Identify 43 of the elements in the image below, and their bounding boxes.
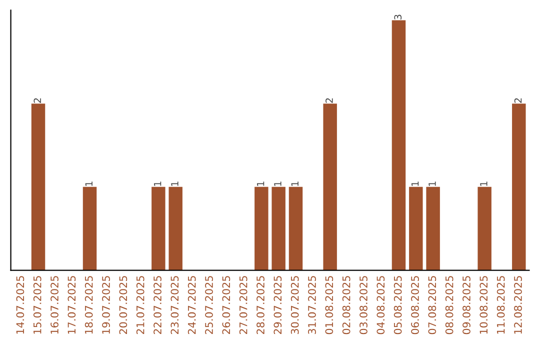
x-tick-label: 31.07.2025 (308, 276, 316, 334)
data-label: 3 (394, 14, 402, 20)
data-label: 1 (154, 182, 162, 186)
x-tick-label: 27.07.2025 (239, 276, 248, 334)
x-tick-label: 28.07.2025 (256, 276, 264, 334)
x-tick-label: 03.08.2025 (360, 276, 368, 334)
data-label: 2 (34, 98, 41, 103)
x-tick-label: 25.07.2025 (205, 276, 213, 334)
data-label: 1 (257, 182, 264, 186)
data-label: 1 (480, 182, 488, 186)
data-label: 2 (326, 98, 333, 103)
data-label: 1 (291, 182, 298, 186)
x-tick-label: 05.08.2025 (394, 276, 402, 334)
x-tick-label: 21.07.2025 (136, 276, 144, 334)
x-tick-label: 14.07.2025 (16, 276, 24, 334)
x-tick-label: 04.08.2025 (376, 276, 385, 334)
x-tick-label: 06.08.2025 (411, 276, 419, 334)
x-tick-label: 10.08.2025 (480, 276, 488, 334)
x-tick-label: 02.08.2025 (342, 276, 350, 334)
data-label: 1 (428, 182, 436, 186)
x-tick-label: 18.07.2025 (84, 276, 93, 334)
x-tick-label: 19.07.2025 (102, 276, 110, 334)
x-tick-label: 26.07.2025 (222, 276, 230, 334)
x-tick-label: 20.07.2025 (119, 276, 128, 334)
x-tick-label: 16.07.2025 (50, 276, 58, 334)
data-label: 1 (171, 182, 178, 186)
x-tick-label: 24.07.2025 (188, 276, 196, 334)
x-tick-label: 30.07.2025 (290, 276, 299, 334)
x-tick-label: 12.08.2025 (514, 276, 522, 334)
x-tick-label: 11.08.2025 (496, 276, 505, 334)
data-label: 1 (85, 182, 92, 186)
x-tick-label: 29.07.2025 (274, 276, 282, 334)
data-label: 2 (514, 98, 522, 103)
x-tick-label: 23.07.2025 (170, 276, 179, 334)
data-label: 1 (274, 182, 282, 186)
x-tick-label: 22.07.2025 (154, 276, 162, 334)
x-tick-label: 08.08.2025 (445, 276, 454, 334)
x-tick-label: 09.08.2025 (462, 276, 470, 334)
x-tick-label: 07.08.2025 (428, 276, 436, 334)
x-tick-label: 17.07.2025 (68, 276, 76, 334)
x-tick-label: 15.07.2025 (33, 276, 42, 334)
data-label: 1 (412, 182, 419, 186)
x-tick-label: 01.08.2025 (325, 276, 334, 334)
